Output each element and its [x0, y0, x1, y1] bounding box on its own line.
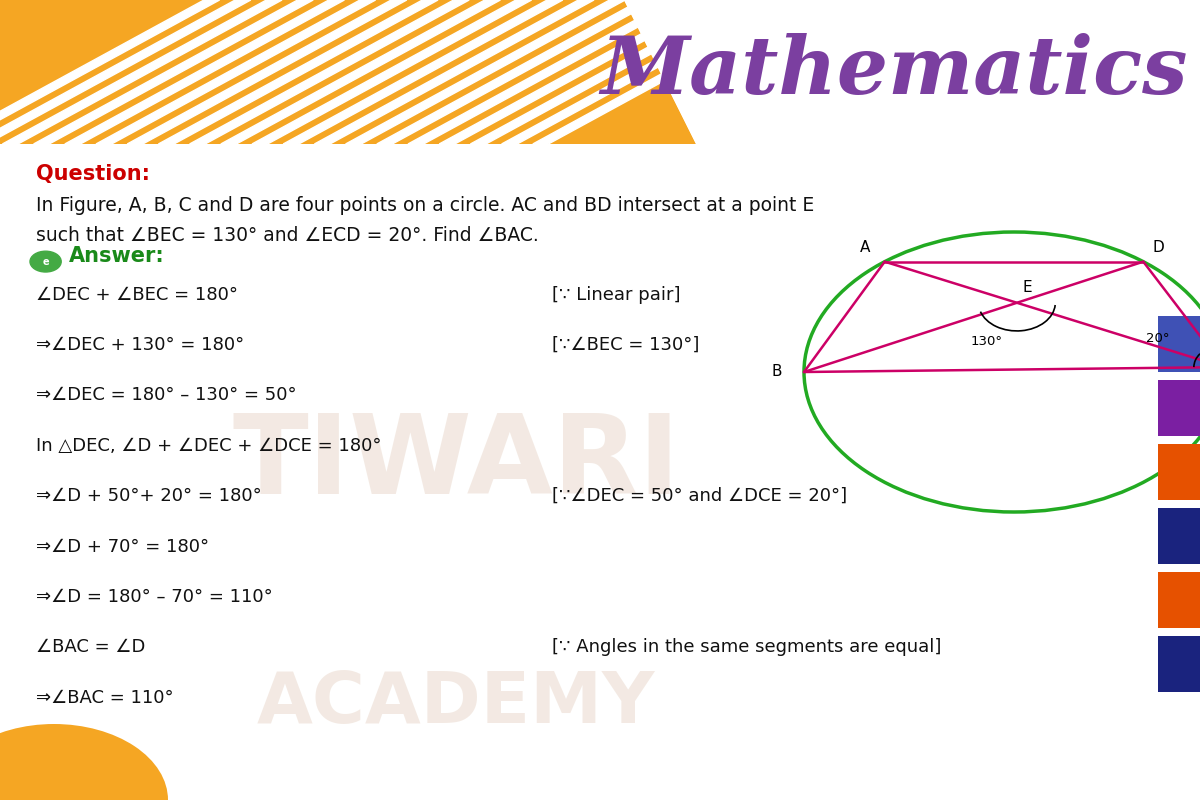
Polygon shape	[252, 0, 532, 144]
Text: such that ∠BEC = 130° and ∠ECD = 20°. Find ∠BAC.: such that ∠BEC = 130° and ∠ECD = 20°. Fi…	[36, 226, 539, 245]
Bar	[1158, 316, 1200, 372]
Polygon shape	[470, 0, 750, 144]
Text: ⇒∠BAC = 110°: ⇒∠BAC = 110°	[36, 689, 174, 707]
Polygon shape	[96, 0, 376, 144]
Polygon shape	[624, 0, 1200, 144]
Circle shape	[30, 251, 61, 272]
Polygon shape	[34, 0, 313, 144]
Bar	[1158, 572, 1200, 628]
Text: Question:: Question:	[36, 164, 150, 184]
Text: Answer:: Answer:	[68, 246, 164, 266]
Polygon shape	[2, 0, 282, 144]
Polygon shape	[190, 0, 469, 144]
Polygon shape	[283, 0, 563, 144]
Polygon shape	[346, 0, 625, 144]
Polygon shape	[502, 0, 781, 144]
Text: A: A	[860, 240, 870, 255]
Polygon shape	[65, 0, 344, 144]
Text: ⇒∠DEC + 130° = 180°: ⇒∠DEC + 130° = 180°	[36, 336, 245, 354]
Polygon shape	[0, 0, 696, 144]
Text: ⇒∠D = 180° – 70° = 110°: ⇒∠D = 180° – 70° = 110°	[36, 588, 272, 606]
Bar	[1158, 444, 1200, 500]
Text: TIWARI: TIWARI	[232, 410, 680, 518]
Text: 20°: 20°	[1146, 332, 1170, 345]
Text: E: E	[1022, 280, 1032, 294]
Polygon shape	[439, 0, 719, 144]
Text: ⇒∠D + 70° = 180°: ⇒∠D + 70° = 180°	[36, 538, 209, 555]
Text: [∵ Linear pair]: [∵ Linear pair]	[552, 286, 680, 304]
Text: ⇒∠D + 50°+ 20° = 180°: ⇒∠D + 50°+ 20° = 180°	[36, 487, 262, 506]
Text: In △DEC, ∠D + ∠DEC + ∠DCE = 180°: In △DEC, ∠D + ∠DEC + ∠DCE = 180°	[36, 437, 382, 454]
Text: In Figure, A, B, C and D are four points on a circle. AC and BD intersect at a p: In Figure, A, B, C and D are four points…	[36, 196, 815, 215]
Text: ∠BAC = ∠D: ∠BAC = ∠D	[36, 638, 145, 656]
Text: Mathematics: Mathematics	[600, 34, 1188, 110]
Bar	[1158, 636, 1200, 692]
Wedge shape	[0, 724, 168, 800]
Text: ACADEMY: ACADEMY	[257, 670, 655, 738]
Polygon shape	[158, 0, 438, 144]
Polygon shape	[533, 0, 812, 144]
Polygon shape	[408, 0, 688, 144]
Text: 130°: 130°	[971, 334, 1003, 348]
Polygon shape	[127, 0, 407, 144]
Text: ⇒∠DEC = 180° – 130° = 50°: ⇒∠DEC = 180° – 130° = 50°	[36, 386, 296, 404]
Text: [∵ Angles in the same segments are equal]: [∵ Angles in the same segments are equal…	[552, 638, 941, 656]
Polygon shape	[221, 0, 500, 144]
Polygon shape	[0, 0, 220, 144]
Text: e: e	[42, 257, 49, 266]
Text: [∵∠BEC = 130°]: [∵∠BEC = 130°]	[552, 336, 700, 354]
Text: D: D	[1153, 240, 1165, 255]
Text: B: B	[772, 365, 782, 379]
Bar	[1158, 380, 1200, 436]
Polygon shape	[314, 0, 594, 144]
Polygon shape	[377, 0, 656, 144]
Text: ∠DEC + ∠BEC = 180°: ∠DEC + ∠BEC = 180°	[36, 286, 238, 304]
Polygon shape	[0, 0, 251, 144]
Bar	[1158, 508, 1200, 564]
Text: [∵∠DEC = 50° and ∠DCE = 20°]: [∵∠DEC = 50° and ∠DCE = 20°]	[552, 487, 847, 506]
